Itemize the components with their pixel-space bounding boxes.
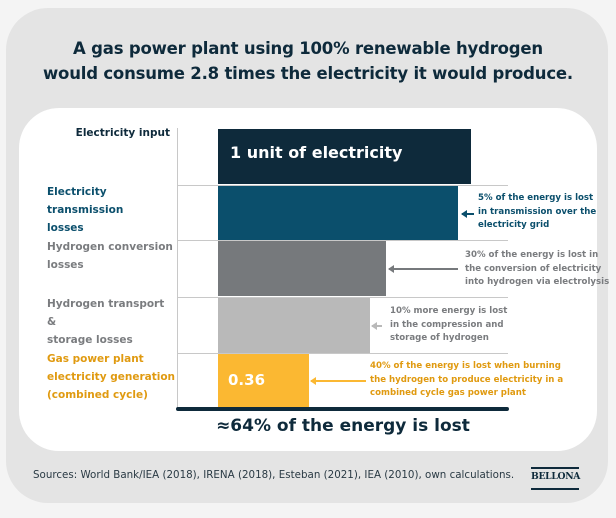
bar-storage: [218, 298, 370, 353]
annotation-generation: 40% of the energy is lost when burning t…: [370, 360, 563, 401]
title-line-2: would consume 2.8 times the electricity …: [43, 64, 573, 83]
category-label-line: losses: [47, 222, 84, 234]
annotation-line: the conversion of electricity: [465, 263, 602, 274]
category-label-line: Electricity transmission: [47, 186, 124, 216]
arrow-left-icon: [388, 265, 458, 273]
bar-electricity-input: 1 unit of electricity: [218, 129, 471, 184]
category-label-line: Hydrogen transport &: [47, 298, 165, 328]
row-separator: [178, 185, 508, 186]
bar-generation: 0.36: [218, 354, 309, 407]
annotation-line: 40% of the energy is lost when burning: [370, 361, 561, 371]
category-label-line: Electricity input: [75, 127, 170, 139]
arrow-left-icon: [310, 377, 366, 385]
infographic-title: A gas power plant using 100% renewable h…: [20, 36, 596, 86]
annotation-line: 30% of the energy is lost in: [465, 250, 599, 260]
annotation-line: combined cycle gas power plant: [370, 388, 526, 398]
annotation-line: 10% more energy is lost: [390, 306, 508, 316]
summary-total-loss: ≈64% of the energy is lost: [216, 416, 470, 436]
y-axis-line: [177, 128, 178, 409]
category-label-line: Hydrogen conversion: [47, 241, 173, 253]
annotation-line: 5% of the energy is lost: [478, 193, 594, 203]
annotation-line: into hydrogen via electrolysis: [465, 277, 610, 287]
sources-footnote: Sources: World Bank/IEA (2018), IRENA (2…: [33, 469, 515, 481]
annotation-line: in the compression and: [390, 319, 504, 330]
annotation-line: electricity grid: [478, 220, 550, 230]
arrow-left-icon: [461, 210, 474, 218]
bar-label: 0.36: [228, 371, 266, 389]
category-label-conversion: Hydrogen conversion losses: [47, 238, 177, 274]
bar-label: 1 unit of electricity: [230, 143, 403, 162]
category-label-line: Gas power plant: [47, 353, 144, 365]
annotation-line: the hydrogen to produce electricity in a: [370, 374, 564, 385]
bar-conversion: [218, 241, 386, 296]
category-label-generation: Gas power plant electricity generation (…: [47, 350, 177, 404]
category-label-line: storage losses: [47, 334, 133, 346]
annotation-line: storage of hydrogen: [390, 333, 489, 343]
category-label-electricity-input: Electricity input: [40, 124, 170, 142]
category-label-line: electricity generation: [47, 371, 176, 383]
row-separator: [178, 297, 508, 298]
category-label-line: losses: [47, 259, 84, 271]
category-label-line: (combined cycle): [47, 389, 148, 401]
annotation-transmission: 5% of the energy is lost in transmission…: [478, 192, 596, 233]
category-label-storage: Hydrogen transport & storage losses: [47, 295, 177, 349]
annotation-line: in transmission over the: [478, 206, 597, 217]
row-separator: [178, 353, 508, 354]
bar-transmission: [218, 186, 458, 240]
bellona-logo: BELLONA: [531, 467, 580, 490]
arrow-left-icon: [371, 322, 382, 330]
annotation-storage: 10% more energy is lost in the compressi…: [390, 305, 507, 346]
category-label-transmission: Electricity transmission losses: [47, 183, 177, 237]
annotation-conversion: 30% of the energy is lost in the convers…: [465, 249, 609, 290]
x-axis-baseline: [176, 407, 509, 411]
title-line-1: A gas power plant using 100% renewable h…: [73, 39, 543, 58]
row-separator: [178, 240, 508, 241]
